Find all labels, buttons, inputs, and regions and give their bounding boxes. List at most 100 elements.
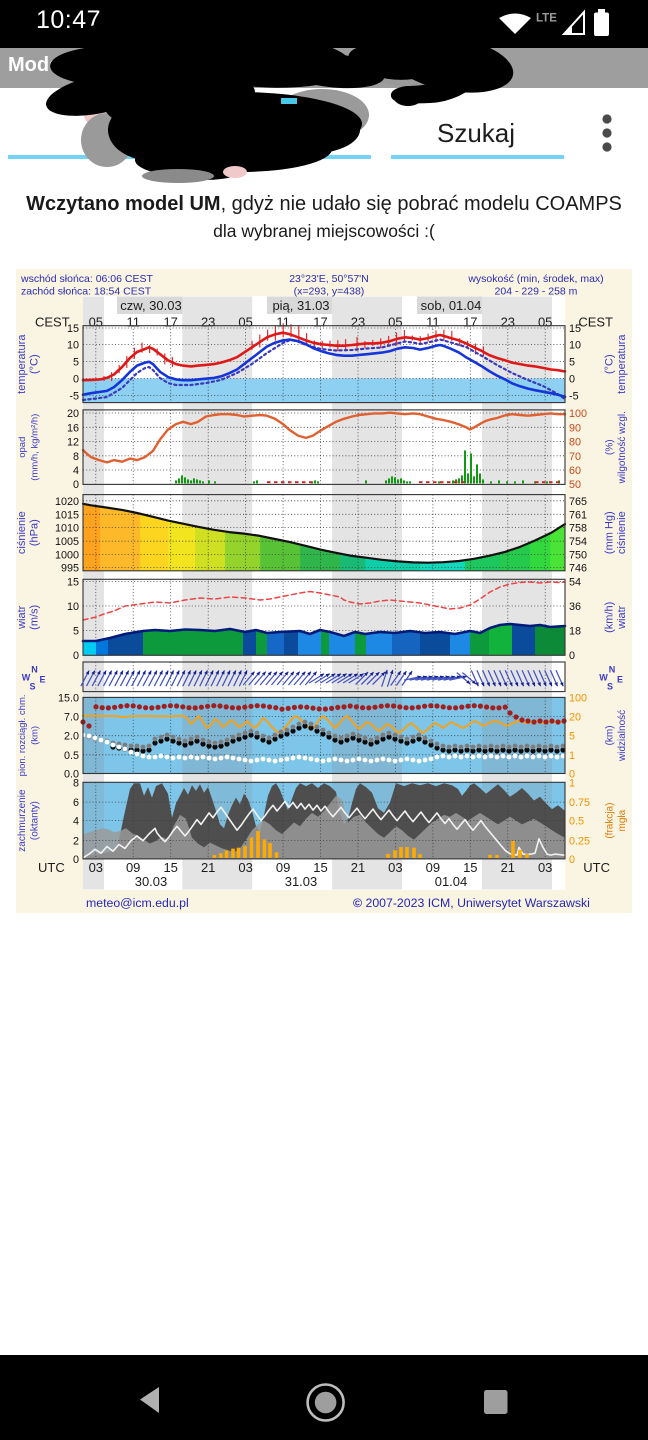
svg-text:temperatura: temperatura	[16, 334, 28, 394]
svg-text:60: 60	[569, 465, 581, 477]
svg-text:761: 761	[569, 509, 587, 521]
svg-text:03: 03	[388, 860, 402, 875]
svg-text:18: 18	[569, 626, 581, 638]
svg-text:0.5: 0.5	[64, 750, 79, 762]
svg-text:pion. rozciągł. chm.: pion. rozciągł. chm.	[17, 694, 28, 776]
svg-text:czw, 30.03: czw, 30.03	[120, 298, 181, 313]
svg-text:S: S	[607, 681, 613, 691]
svg-text:70: 70	[569, 451, 581, 463]
svg-text:N: N	[609, 664, 616, 674]
svg-text:1: 1	[569, 777, 575, 789]
svg-text:54: 54	[569, 576, 581, 588]
svg-text:0.5: 0.5	[569, 816, 584, 828]
svg-text:E: E	[39, 674, 45, 684]
svg-text:995: 995	[61, 563, 79, 575]
svg-text:36: 36	[569, 601, 581, 613]
svg-text:100: 100	[569, 408, 587, 420]
svg-text:01.04: 01.04	[435, 874, 468, 889]
svg-text:(x=293, y=438): (x=293, y=438)	[294, 286, 365, 298]
svg-text:758: 758	[569, 523, 587, 535]
svg-text:05: 05	[538, 315, 552, 330]
svg-text:1: 1	[569, 750, 575, 762]
svg-text:0: 0	[569, 374, 575, 386]
svg-text:wiatr: wiatr	[16, 605, 28, 630]
svg-text:temperatura: temperatura	[616, 334, 628, 394]
svg-text:100: 100	[569, 692, 587, 704]
svg-text:20: 20	[569, 712, 581, 724]
svg-text:CEST: CEST	[35, 315, 70, 330]
svg-text:16: 16	[67, 422, 79, 434]
svg-text:10: 10	[569, 340, 581, 352]
svg-text:0.75: 0.75	[569, 797, 590, 809]
svg-text:03: 03	[538, 860, 552, 875]
svg-text:UTC: UTC	[583, 860, 610, 875]
svg-text:wilgotność wzgl.: wilgotność wzgl.	[617, 411, 628, 484]
svg-text:(km): (km)	[604, 725, 615, 745]
svg-text:765: 765	[569, 496, 587, 508]
svg-text:17: 17	[463, 315, 477, 330]
svg-text:21: 21	[201, 860, 215, 875]
svg-text:(km): (km)	[30, 726, 41, 745]
svg-text:pią, 31.03: pią, 31.03	[272, 298, 329, 313]
svg-text:03: 03	[89, 860, 103, 875]
svg-text:754: 754	[569, 536, 587, 548]
svg-text:1010: 1010	[55, 523, 79, 535]
svg-text:(mm Hg): (mm Hg)	[603, 511, 615, 554]
svg-text:wschód słońca: 06:06 CEST: wschód słońca: 06:06 CEST	[20, 273, 153, 285]
svg-text:6: 6	[73, 797, 79, 809]
svg-text:© 2007-2023 ICM, Uniwersytet W: © 2007-2023 ICM, Uniwersytet Warszawski	[353, 896, 590, 910]
svg-text:W: W	[599, 672, 608, 682]
svg-text:meteo@icm.edu.pl: meteo@icm.edu.pl	[86, 896, 189, 910]
svg-text:12: 12	[67, 437, 79, 449]
svg-text:UTC: UTC	[38, 860, 65, 875]
svg-text:204 - 229 - 258 m: 204 - 229 - 258 m	[495, 286, 578, 298]
svg-text:(m/s): (m/s)	[29, 605, 41, 630]
svg-text:4: 4	[73, 816, 79, 828]
svg-text:80: 80	[569, 437, 581, 449]
svg-text:10: 10	[67, 601, 79, 613]
svg-text:wiatr: wiatr	[616, 605, 628, 630]
svg-text:746: 746	[569, 563, 587, 575]
svg-text:1015: 1015	[55, 509, 79, 521]
svg-text:15.0: 15.0	[58, 692, 79, 704]
svg-text:05: 05	[89, 315, 103, 330]
svg-text:0.25: 0.25	[569, 835, 590, 847]
svg-text:30.03: 30.03	[135, 874, 168, 889]
svg-text:0: 0	[569, 650, 575, 662]
svg-text:(%): (%)	[604, 439, 615, 455]
svg-text:15: 15	[463, 860, 477, 875]
svg-text:sob, 01.04: sob, 01.04	[421, 298, 482, 313]
svg-text:E: E	[617, 674, 623, 684]
svg-text:LTE: LTE	[536, 13, 557, 25]
svg-text:widzialność: widzialność	[617, 710, 628, 762]
svg-text:50: 50	[569, 479, 581, 491]
svg-text:0.0: 0.0	[64, 768, 79, 780]
svg-text:1005: 1005	[55, 536, 79, 548]
svg-text:09: 09	[426, 860, 440, 875]
svg-text:-5: -5	[69, 391, 79, 403]
svg-text:31.03: 31.03	[285, 874, 318, 889]
svg-text:23: 23	[201, 315, 215, 330]
svg-text:23°23'E, 50°57'N: 23°23'E, 50°57'N	[289, 273, 369, 285]
svg-text:2.0: 2.0	[64, 731, 79, 743]
svg-text:11: 11	[426, 315, 440, 330]
svg-text:09: 09	[276, 860, 290, 875]
svg-text:0: 0	[73, 650, 79, 662]
svg-text:wysokość (min, środek, max): wysokość (min, środek, max)	[467, 273, 603, 285]
svg-text:W: W	[22, 672, 31, 682]
svg-text:(mm/h, kg/m²/h): (mm/h, kg/m²/h)	[30, 414, 41, 481]
svg-text:opad: opad	[17, 437, 28, 458]
svg-text:0: 0	[569, 854, 575, 866]
svg-text:(hPa): (hPa)	[29, 519, 41, 546]
svg-text:750: 750	[569, 550, 587, 562]
svg-text:15: 15	[569, 323, 581, 335]
svg-text:(frakcja): (frakcja)	[604, 803, 615, 839]
svg-text:(oktanty): (oktanty)	[30, 801, 41, 840]
svg-text:17: 17	[163, 315, 177, 330]
svg-text:4: 4	[73, 465, 79, 477]
svg-text:0: 0	[73, 854, 79, 866]
svg-text:zachód słońca: 18:54 CEST: zachód słońca: 18:54 CEST	[21, 286, 152, 298]
svg-text:5: 5	[73, 357, 79, 369]
svg-text:5: 5	[569, 731, 575, 743]
svg-text:21: 21	[501, 860, 515, 875]
